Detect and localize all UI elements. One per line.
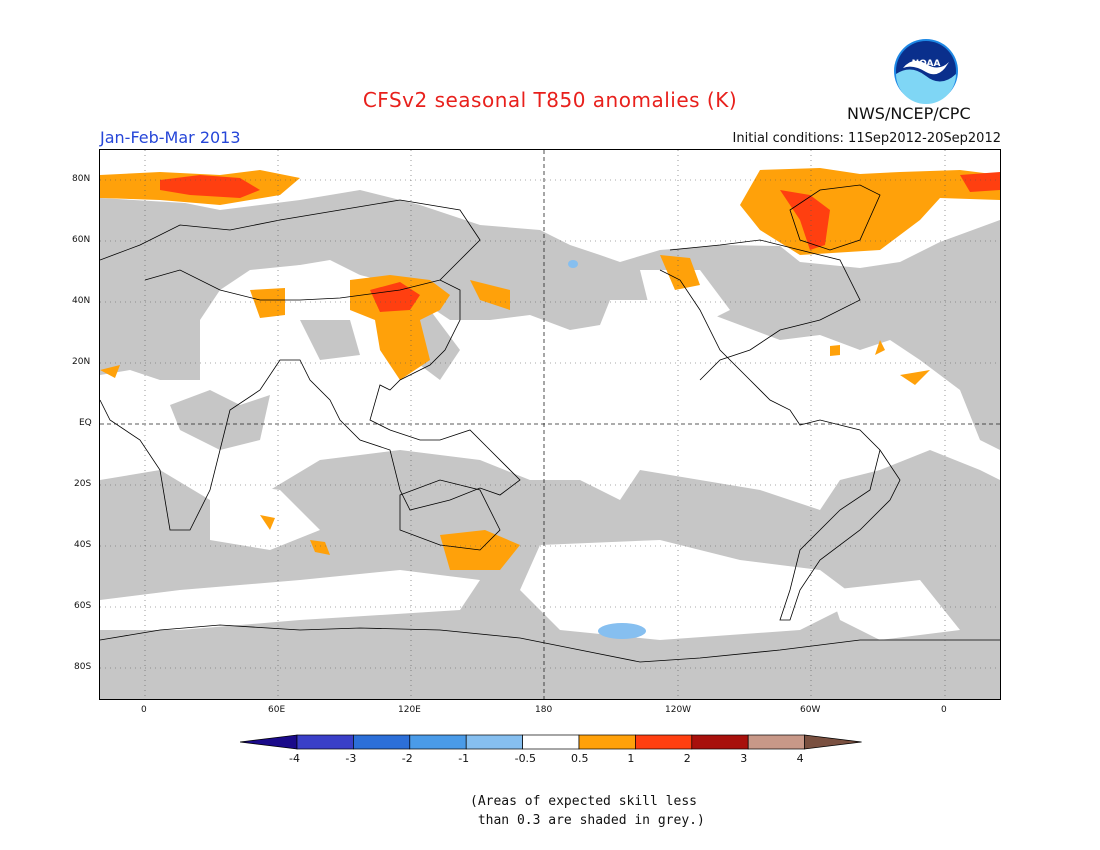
colorbar-tick-label: -0.5 <box>514 752 537 765</box>
cold-anomaly-regions <box>568 260 646 639</box>
lon-label: 60E <box>268 705 286 715</box>
map-canvas <box>100 150 1000 699</box>
colorbar-tick-label: -3 <box>345 752 357 765</box>
colorbar-tick-label: 2 <box>683 752 691 765</box>
lat-label: EQ <box>79 418 92 428</box>
colorbar-cell <box>409 734 467 750</box>
colorbar-cell <box>296 734 354 750</box>
colorbar-cell <box>635 734 693 750</box>
reference-lines <box>100 150 1000 699</box>
initial-conditions: Initial conditions: 11Sep2012-20Sep2012 <box>732 131 1001 146</box>
lat-label: 80N <box>72 174 91 184</box>
lat-label: 80S <box>74 662 92 672</box>
noaa-logo-icon: NOAA <box>894 39 958 104</box>
colorbar-cell <box>578 734 636 750</box>
colorbar-tick-label: 1 <box>627 752 635 765</box>
lon-label: 60W <box>800 705 821 715</box>
skill-note: (Areas of expected skill less than 0.3 a… <box>470 794 705 828</box>
colorbar-cell <box>747 734 805 750</box>
lat-label: 40N <box>72 296 91 306</box>
colorbar-cell <box>353 734 411 750</box>
lat-label: 20N <box>72 357 91 367</box>
colorbar <box>240 734 862 750</box>
anomaly-map <box>99 149 1001 700</box>
logo-text: NOAA <box>912 59 941 69</box>
lon-label: 180 <box>535 705 553 715</box>
colorbar-cell <box>465 734 523 750</box>
lon-label: 120E <box>398 705 421 715</box>
lat-label: 60S <box>74 601 92 611</box>
colorbar-tick-label: -2 <box>401 752 413 765</box>
lon-label: 0 <box>941 705 947 715</box>
forecast-period: Jan-Feb-Mar 2013 <box>100 128 241 147</box>
colorbar-cell <box>522 734 580 750</box>
lat-label: 60N <box>72 235 91 245</box>
colorbar-arrow-high <box>804 734 862 750</box>
lon-label: 0 <box>141 705 147 715</box>
coastlines <box>100 184 1000 663</box>
colorbar-tick-label: 4 <box>796 752 804 765</box>
lon-label: 120W <box>665 705 692 715</box>
agency-label: NWS/NCEP/CPC <box>847 104 971 123</box>
colorbar-tick-label: -1 <box>458 752 470 765</box>
map-title: CFSv2 seasonal T850 anomalies (K) <box>362 88 738 112</box>
colorbar-tick-label: -4 <box>289 752 300 765</box>
lat-label: 20S <box>74 479 92 489</box>
strong-warm-anomaly-regions <box>160 172 1000 312</box>
lat-label: 40S <box>74 540 92 550</box>
graticule <box>100 150 1000 699</box>
colorbar-arrow-low <box>240 734 298 750</box>
colorbar-cell <box>691 734 749 750</box>
colorbar-tick-label: 3 <box>740 752 748 765</box>
colorbar-tick-label: 0.5 <box>571 752 589 765</box>
